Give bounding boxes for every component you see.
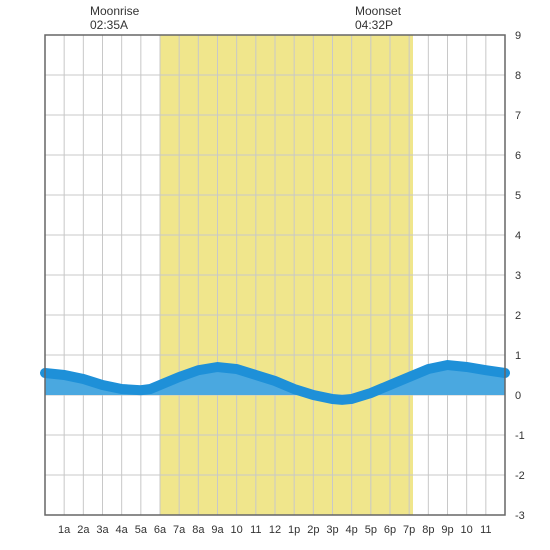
x-tick-label: 9p bbox=[441, 524, 453, 536]
x-tick-label: 2a bbox=[77, 524, 90, 536]
y-tick-label: 2 bbox=[515, 310, 521, 322]
x-tick-label: 5p bbox=[365, 524, 377, 536]
x-tick-label: 1p bbox=[288, 524, 300, 536]
x-tick-label: 10 bbox=[231, 524, 243, 536]
moonset-label-block: Moonset 04:32P bbox=[355, 4, 401, 32]
moonrise-time: 02:35A bbox=[90, 18, 139, 32]
y-tick-label: 3 bbox=[515, 270, 521, 282]
x-tick-label: 4p bbox=[346, 524, 358, 536]
y-tick-label: 0 bbox=[515, 390, 521, 402]
y-tick-label: 1 bbox=[515, 350, 521, 362]
x-tick-label: 7a bbox=[173, 524, 186, 536]
y-tick-label: 4 bbox=[515, 230, 521, 242]
y-tick-label: 5 bbox=[515, 190, 521, 202]
y-tick-label: -1 bbox=[515, 430, 525, 442]
x-tick-label: 1a bbox=[58, 524, 71, 536]
x-tick-label: 5a bbox=[135, 524, 148, 536]
x-tick-label: 6p bbox=[384, 524, 396, 536]
y-tick-label: 7 bbox=[515, 110, 521, 122]
x-tick-label: 3p bbox=[326, 524, 338, 536]
y-tick-label: -2 bbox=[515, 470, 525, 482]
tide-chart: -3-2-101234567891a2a3a4a5a6a7a8a9a101112… bbox=[0, 0, 550, 550]
x-tick-label: 11 bbox=[480, 524, 491, 536]
x-tick-label: 2p bbox=[307, 524, 319, 536]
y-tick-label: 8 bbox=[515, 70, 521, 82]
moonrise-label: Moonrise bbox=[90, 4, 139, 18]
y-tick-label: 9 bbox=[515, 30, 521, 42]
y-tick-label: -3 bbox=[515, 510, 525, 522]
y-tick-label: 6 bbox=[515, 150, 521, 162]
x-tick-label: 8a bbox=[192, 524, 205, 536]
x-tick-label: 10 bbox=[461, 524, 473, 536]
x-tick-label: 7p bbox=[403, 524, 415, 536]
x-tick-label: 6a bbox=[154, 524, 167, 536]
moonset-label: Moonset bbox=[355, 4, 401, 18]
x-tick-label: 9a bbox=[211, 524, 224, 536]
moonset-time: 04:32P bbox=[355, 18, 401, 32]
moonrise-label-block: Moonrise 02:35A bbox=[90, 4, 139, 32]
x-tick-label: 8p bbox=[422, 524, 434, 536]
tide-chart-container: Moonrise 02:35A Moonset 04:32P -3-2-1012… bbox=[0, 0, 550, 550]
x-tick-label: 4a bbox=[116, 524, 129, 536]
x-tick-label: 11 bbox=[250, 524, 261, 536]
x-tick-label: 12 bbox=[269, 524, 281, 536]
x-tick-label: 3a bbox=[96, 524, 109, 536]
